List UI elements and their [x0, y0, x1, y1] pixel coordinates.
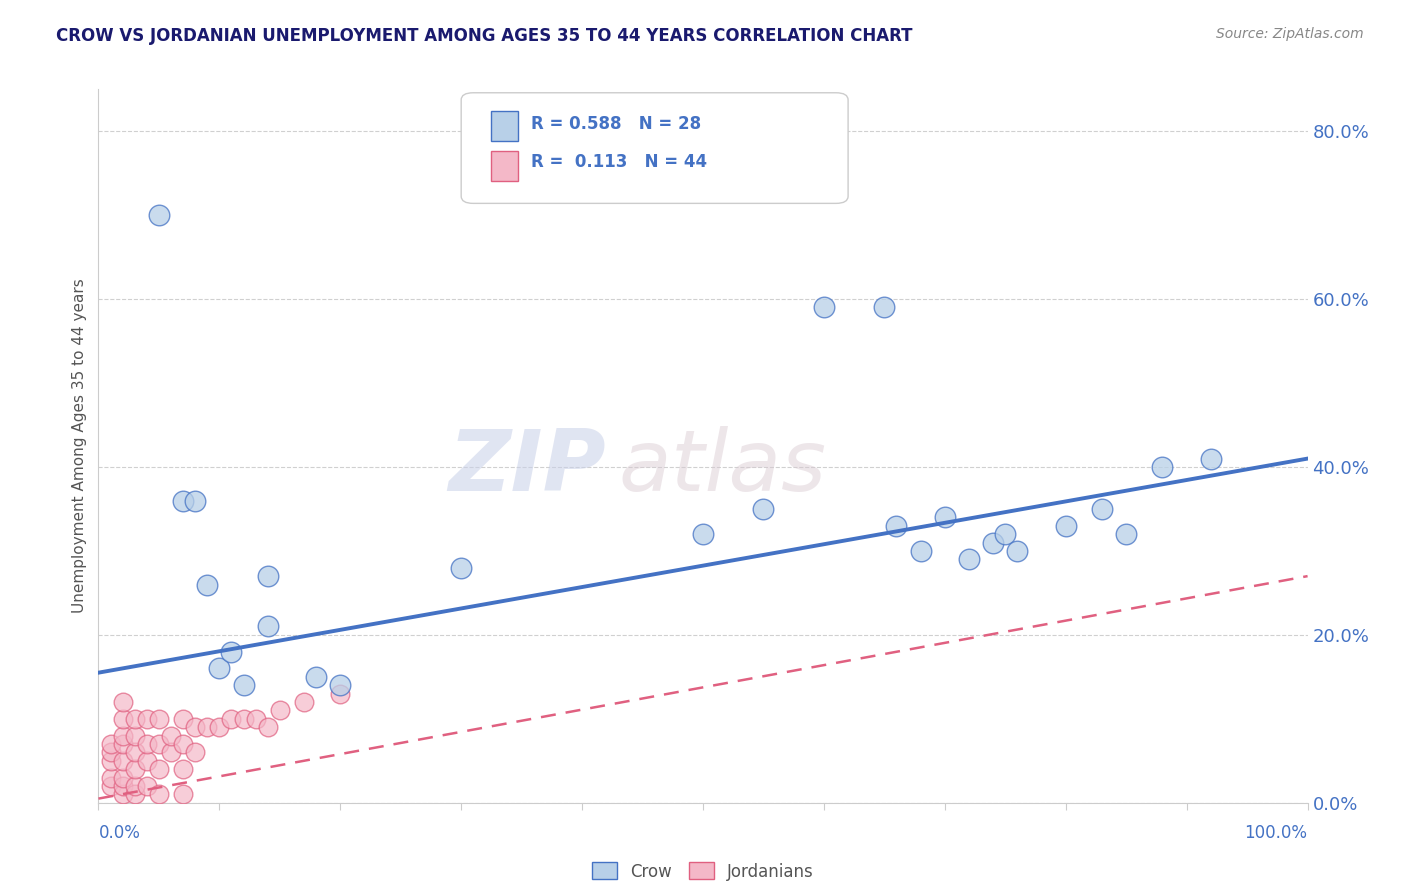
Point: [111, 754, 134, 768]
Point: [184, 493, 207, 508]
Point: [1115, 527, 1137, 541]
Point: [692, 527, 714, 541]
Point: [910, 544, 932, 558]
Point: [981, 535, 1004, 549]
Point: [100, 754, 122, 768]
Point: [100, 771, 122, 785]
Point: [752, 502, 775, 516]
Point: [232, 712, 254, 726]
Point: [124, 746, 146, 760]
Point: [111, 695, 134, 709]
Text: 100.0%: 100.0%: [1244, 824, 1308, 842]
Point: [195, 720, 218, 734]
Point: [184, 720, 207, 734]
Point: [111, 771, 134, 785]
Legend: Crow, Jordanians: Crow, Jordanians: [585, 855, 821, 888]
Point: [148, 737, 170, 751]
Text: 0.0%: 0.0%: [98, 824, 141, 842]
Point: [232, 678, 254, 692]
Point: [111, 737, 134, 751]
Point: [1054, 518, 1077, 533]
Bar: [492, 151, 517, 180]
Point: [245, 712, 267, 726]
Point: [111, 729, 134, 743]
Text: Source: ZipAtlas.com: Source: ZipAtlas.com: [1216, 27, 1364, 41]
Point: [135, 737, 157, 751]
Point: [329, 687, 352, 701]
Point: [934, 510, 956, 524]
Point: [111, 788, 134, 802]
Point: [148, 762, 170, 776]
Point: [873, 301, 896, 315]
Text: R = 0.588   N = 28: R = 0.588 N = 28: [531, 115, 702, 133]
Point: [160, 746, 183, 760]
Point: [172, 737, 194, 751]
Point: [124, 729, 146, 743]
Point: [994, 527, 1017, 541]
Point: [256, 619, 278, 633]
Point: [100, 737, 122, 751]
Point: [1152, 460, 1174, 475]
Point: [135, 712, 157, 726]
Y-axis label: Unemployment Among Ages 35 to 44 years: Unemployment Among Ages 35 to 44 years: [72, 278, 87, 614]
Point: [329, 678, 352, 692]
Text: atlas: atlas: [619, 425, 827, 509]
Point: [172, 712, 194, 726]
Point: [305, 670, 328, 684]
Point: [124, 779, 146, 793]
Point: [160, 729, 183, 743]
Point: [813, 301, 835, 315]
Point: [184, 746, 207, 760]
Point: [221, 712, 243, 726]
Point: [100, 779, 122, 793]
FancyBboxPatch shape: [461, 93, 848, 203]
Point: [208, 720, 231, 734]
Point: [208, 661, 231, 675]
Text: CROW VS JORDANIAN UNEMPLOYMENT AMONG AGES 35 TO 44 YEARS CORRELATION CHART: CROW VS JORDANIAN UNEMPLOYMENT AMONG AGE…: [56, 27, 912, 45]
Point: [1007, 544, 1029, 558]
Point: [195, 577, 218, 591]
Point: [256, 720, 278, 734]
Point: [124, 712, 146, 726]
Point: [172, 762, 194, 776]
Point: [1091, 502, 1114, 516]
Point: [148, 208, 170, 222]
Point: [148, 712, 170, 726]
Point: [450, 560, 472, 574]
Point: [148, 788, 170, 802]
Point: [111, 712, 134, 726]
Point: [886, 518, 908, 533]
Point: [111, 779, 134, 793]
Point: [124, 762, 146, 776]
Point: [1199, 451, 1222, 466]
Text: R =  0.113   N = 44: R = 0.113 N = 44: [531, 153, 707, 171]
Point: [269, 703, 291, 717]
Point: [172, 788, 194, 802]
Point: [100, 746, 122, 760]
Point: [124, 788, 146, 802]
Point: [292, 695, 315, 709]
Point: [256, 569, 278, 583]
Text: ZIP: ZIP: [449, 425, 606, 509]
Point: [957, 552, 980, 566]
Point: [172, 493, 194, 508]
Bar: [492, 111, 517, 141]
Point: [135, 779, 157, 793]
Point: [221, 645, 243, 659]
Point: [135, 754, 157, 768]
